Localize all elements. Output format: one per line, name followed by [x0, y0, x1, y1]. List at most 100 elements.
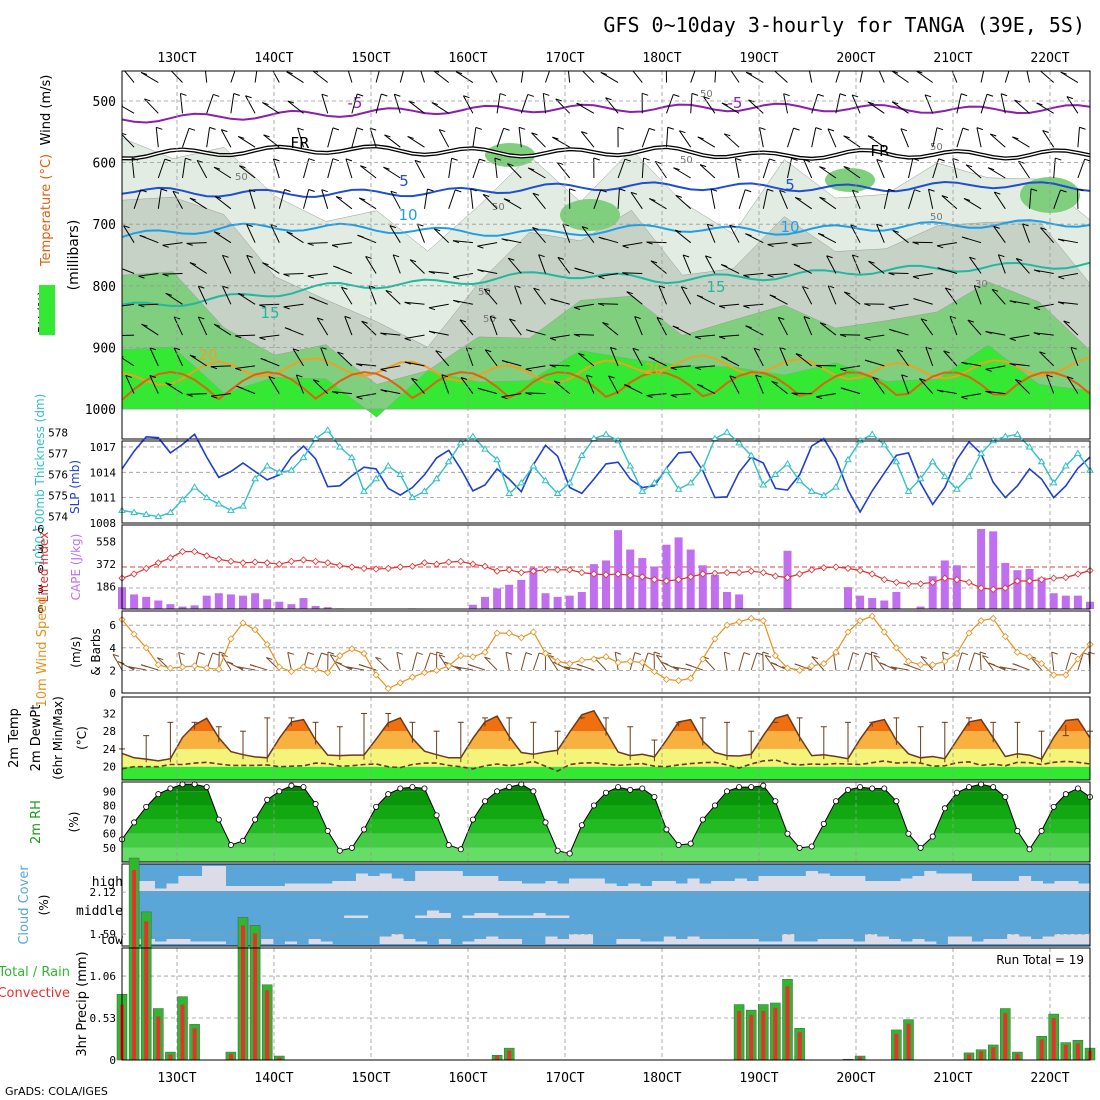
wind10m-barb [974, 652, 981, 656]
cloud-cover-bar-low [841, 939, 854, 944]
cloud-cover-bar-high [498, 881, 511, 891]
cloud-cover-bar-high [651, 881, 665, 891]
precip-tick-label: 0.53 [90, 1012, 117, 1025]
wind-barb [520, 94, 529, 114]
cloud-cover-bar-low [486, 936, 499, 944]
wind-barb [122, 357, 135, 367]
wind-barb [477, 269, 484, 273]
cloud-cover-bar-high [758, 876, 771, 891]
wind-barb [908, 189, 915, 209]
wind-barb [140, 72, 159, 83]
wind-barb [211, 393, 231, 397]
wind10m-speed-point [408, 673, 416, 681]
wind-barb [816, 393, 836, 398]
wind-barb [483, 288, 498, 305]
cloud-cover-bar-high [1042, 883, 1055, 891]
cloud-cover-bar-high [734, 878, 747, 891]
wind-barb [246, 255, 256, 274]
rh2m-point [929, 833, 936, 840]
wind-barb [646, 393, 667, 396]
wind-barb [1067, 376, 1074, 380]
thickness-point [940, 472, 949, 480]
cloud-cover-bar-high [663, 881, 676, 891]
cloud-cover-bar-high [1030, 881, 1043, 891]
cloud-cover-bar-low [261, 939, 274, 944]
lifted-index-point [1025, 577, 1034, 585]
wind-barb [331, 244, 339, 248]
wind-barb [451, 157, 458, 161]
wind-barb [673, 167, 691, 179]
wind-barb [600, 189, 607, 193]
wind-barb [272, 158, 280, 179]
wind-barb [844, 291, 861, 305]
cloud-cover-bar-high [947, 873, 961, 891]
cloud-cover-bar-high [533, 883, 546, 891]
wind-barb [307, 242, 314, 246]
wind10m-barb [847, 652, 854, 671]
rh-color-band [122, 833, 1090, 848]
precip-convective-bar [495, 1056, 500, 1060]
wind-barb [743, 305, 750, 309]
wind10m-barb [794, 663, 801, 667]
wind-barb [574, 267, 581, 271]
wind10m-barb [641, 652, 649, 671]
thickness-point [1049, 478, 1058, 486]
thickness-tick-label: 577 [48, 447, 68, 460]
precip-convective-bar [180, 1004, 185, 1060]
cape-bar [541, 593, 550, 609]
wind10m-barb [988, 662, 995, 666]
wind-barb [719, 305, 726, 309]
wind-barb [697, 136, 716, 148]
wind-barb [431, 102, 439, 106]
wind-barb [189, 262, 207, 274]
wind-barb [852, 94, 859, 98]
wind10m-speed-point [977, 617, 985, 625]
cape-bar [529, 567, 538, 609]
wind-barb [598, 236, 605, 240]
wind-barb [721, 264, 728, 267]
wind-barb [694, 336, 702, 340]
wind-barb [791, 392, 798, 396]
precip-tick-label: 2.12 [90, 886, 117, 899]
wind-barb [337, 351, 353, 367]
cape-bar [287, 604, 296, 609]
wind-barb [920, 318, 934, 336]
wind-barb [509, 318, 522, 336]
wind-barb [358, 197, 377, 210]
wind-barb [795, 353, 813, 367]
wind-barb [694, 334, 715, 338]
lifted-index-point [1050, 574, 1058, 582]
wind10m-barb [873, 654, 880, 658]
wind-barb [404, 338, 411, 341]
wind-barb [969, 256, 982, 274]
precip-convective-bar [1039, 1039, 1044, 1060]
cloud-cover-bar-high [261, 886, 274, 891]
thickness-point [844, 455, 852, 463]
wind-barb [433, 71, 450, 83]
wind10m-speed-point [360, 649, 368, 658]
wind-barb [791, 242, 812, 245]
top-axis-tick-label: 19OCT [739, 51, 778, 66]
wind-barb [552, 136, 559, 140]
lifted-index-point [711, 569, 719, 577]
wind-barb [738, 189, 746, 209]
rh-contour-label: 50 [700, 89, 713, 100]
lifted-index-point [154, 559, 162, 567]
bottom-axis-tick-label: 21OCT [933, 1071, 972, 1086]
wind10m-speed-point [771, 652, 779, 660]
wind-barb [557, 256, 565, 260]
precip-convective-bar [737, 1010, 742, 1060]
lifted-index-point [650, 576, 658, 584]
wind-barb [470, 188, 474, 209]
wind10m-barb [375, 656, 382, 660]
wind10m-speed-point [880, 628, 888, 636]
cloud-cover-bar-high [829, 876, 842, 891]
wind-barb [507, 163, 514, 167]
slp-tick-label: 1008 [90, 517, 117, 530]
rh2m-point [312, 801, 319, 808]
wind-barb [697, 383, 704, 387]
wind-barb [697, 136, 704, 140]
wind-barb [278, 189, 286, 209]
wind-barb [409, 259, 425, 274]
wind-barb [723, 133, 740, 148]
